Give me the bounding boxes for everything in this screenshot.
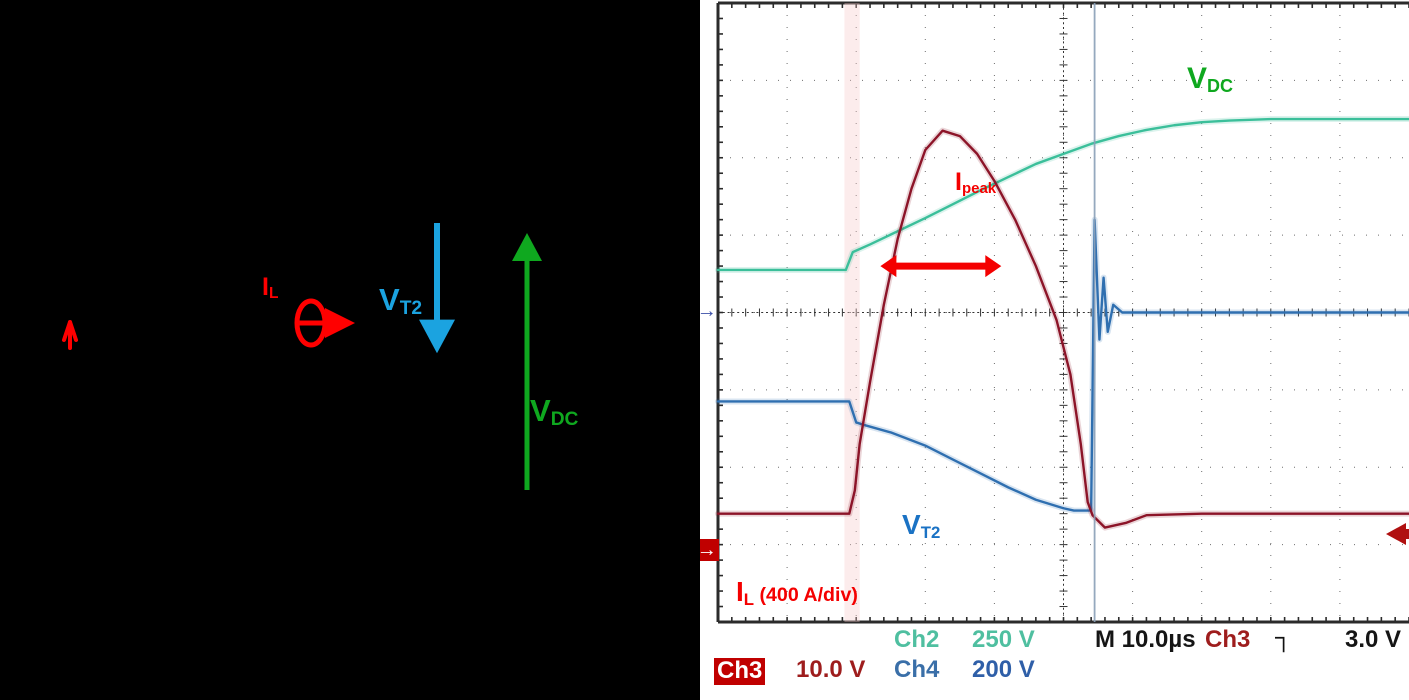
circuit-annotation-panel: IL VT2 VDC bbox=[0, 0, 700, 700]
readout-trigger-source: Ch3 bbox=[1205, 626, 1251, 653]
channel-marker-ch4[interactable]: 4→ bbox=[700, 300, 717, 322]
readout-timebase: M 10.0µs bbox=[1095, 626, 1196, 653]
waveform-trace bbox=[716, 218, 1409, 512]
vt2-label: VT2 bbox=[379, 282, 423, 320]
il-current-arrow-icon bbox=[294, 298, 356, 348]
trigger-level-arrow-icon[interactable] bbox=[700, 0, 1409, 700]
il-label: IL bbox=[262, 273, 279, 303]
readout-trigger-level: 3.0 V bbox=[1345, 626, 1402, 653]
oscilloscope-screenshot: VDC Ipeak VT2 IL (400 A/div) 4→ 3→ Ch3 1… bbox=[700, 0, 1409, 700]
waveform-trace bbox=[716, 117, 1409, 272]
circuit-annotation-vectors bbox=[62, 223, 542, 490]
readout-ch4-value: 200 V bbox=[972, 656, 1035, 683]
channel-marker-ch3[interactable]: 3→ bbox=[700, 539, 719, 561]
scope-vt2-label: VT2 bbox=[902, 509, 941, 542]
readout-ch2-value: 250 V bbox=[972, 626, 1035, 653]
scope-waveform-canvas bbox=[715, 1, 1409, 624]
scope-il-label: IL (400 A/div) bbox=[736, 576, 858, 609]
scope-ipeak-label: Ipeak bbox=[955, 168, 997, 198]
scope-readout-bar: Ch3 10.0 V Ch2 250 V Ch4 200 V M 10.0µs … bbox=[700, 624, 1409, 700]
rising-edge-icon: ┐ bbox=[1275, 624, 1293, 651]
vdc-label: VDC bbox=[530, 393, 579, 431]
waveform-trace bbox=[716, 129, 1409, 529]
readout-ch2-name[interactable]: Ch2 bbox=[894, 626, 940, 653]
readout-ch4-name[interactable]: Ch4 bbox=[894, 656, 940, 683]
readout-ch3-value: 10.0 V bbox=[796, 656, 866, 683]
small-red-marker-icon bbox=[62, 320, 78, 350]
scope-vdc-label: VDC bbox=[1187, 62, 1234, 96]
ipeak-double-arrow-icon bbox=[880, 255, 1002, 278]
readout-ch3-name[interactable]: Ch3 bbox=[714, 658, 766, 685]
